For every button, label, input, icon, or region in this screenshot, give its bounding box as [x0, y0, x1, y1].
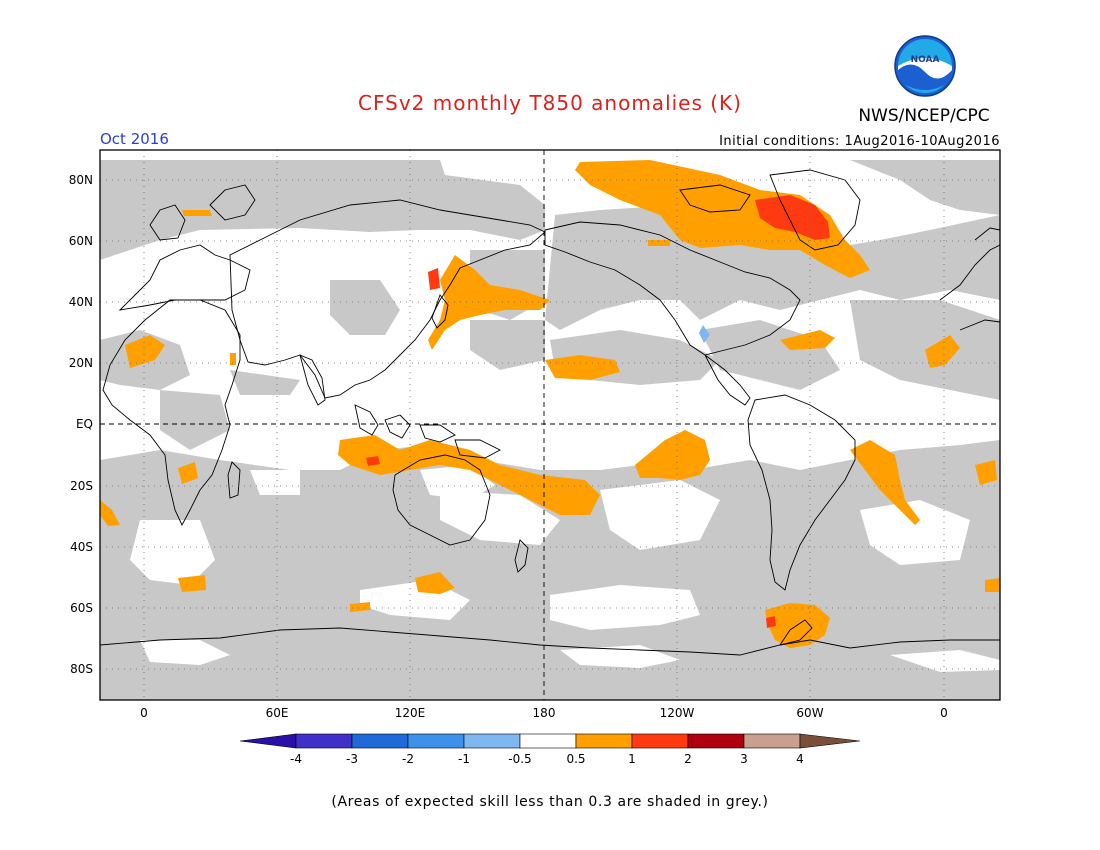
equator-dateline [100, 150, 1000, 700]
lat-axis: 80N 60N 40N 20N EQ 20S 40S 60S 80S [69, 173, 93, 676]
map-title: CFSv2 monthly T850 anomalies (K) [358, 91, 742, 115]
lon-tick: 120E [395, 706, 426, 720]
colorbar-label: -0.5 [508, 752, 531, 766]
lon-tick: 0 [140, 706, 148, 720]
lat-tick: 80S [70, 662, 93, 676]
noaa-logo-text: NOAA [911, 55, 940, 65]
colorbar-swatch [519, 733, 577, 749]
lat-tick: 20N [69, 356, 93, 370]
footnote: (Areas of expected skill less than 0.3 a… [331, 794, 768, 810]
colorbar-label: -3 [346, 752, 358, 766]
colorbar-swatch [351, 733, 409, 749]
agency-label: NWS/NCEP/CPC [858, 106, 989, 126]
colorbar-swatch [687, 733, 745, 749]
colorbar-label: 1 [628, 752, 636, 766]
colorbar-swatch [743, 733, 801, 749]
colorbar-label: 0.5 [566, 752, 585, 766]
coastlines [99, 169, 1001, 656]
colorbar-label: -2 [402, 752, 414, 766]
lat-tick: 20S [70, 479, 93, 493]
lon-tick: 180 [533, 706, 556, 720]
lat-tick: 40N [69, 295, 93, 309]
noaa-logo: NOAA [894, 35, 956, 97]
lon-tick: 120W [660, 706, 695, 720]
anomaly-negative-region [699, 325, 710, 343]
lat-tick: 60S [70, 601, 93, 615]
lat-tick: 80N [69, 173, 93, 187]
colorbar-swatch [575, 733, 633, 749]
colorbar-swatch [631, 733, 689, 749]
initial-conditions-label: Initial conditions: 1Aug2016-10Aug2016 [719, 134, 1000, 149]
lat-tick: 40S [70, 540, 93, 554]
map-panel [99, 149, 1001, 701]
colorbar-swatch [463, 733, 521, 749]
colorbar-swatch [799, 733, 861, 749]
colorbar-swatch [295, 733, 353, 749]
lon-tick: 60E [266, 706, 289, 720]
colorbar-swatch [407, 733, 465, 749]
graticule [100, 150, 1000, 700]
lat-tick: 60N [69, 234, 93, 248]
colorbar-label: 3 [740, 752, 748, 766]
lon-axis: 0 60E 120E 180 120W 60W 0 [140, 706, 948, 720]
lat-tick: EQ [76, 417, 93, 431]
colorbar: -4 -3 -2 -1 -0.5 0.5 1 2 3 4 [239, 733, 861, 766]
colorbar-label: -4 [290, 752, 302, 766]
anomaly-positive-regions [100, 160, 1000, 648]
colorbar-label: 4 [796, 752, 804, 766]
colorbar-swatch [239, 733, 297, 749]
anomaly-strong-regions [366, 195, 830, 628]
month-label: Oct 2016 [100, 130, 169, 148]
map-frame [99, 149, 1001, 701]
colorbar-label: 2 [684, 752, 692, 766]
colorbar-label: -1 [458, 752, 470, 766]
lon-tick: 60W [796, 706, 823, 720]
neutral-regions [130, 465, 1000, 672]
lon-tick: 0 [940, 706, 948, 720]
